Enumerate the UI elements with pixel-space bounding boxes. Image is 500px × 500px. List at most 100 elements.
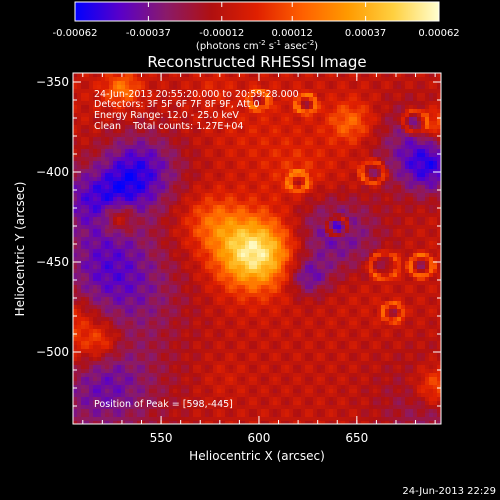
heatmap-cell: [101, 129, 105, 133]
heatmap-cell: [85, 253, 89, 257]
heatmap-cell: [233, 241, 237, 245]
heatmap-cell: [433, 217, 437, 221]
heatmap-cell: [401, 125, 405, 129]
heatmap-cell: [105, 229, 109, 233]
heatmap-cell: [193, 165, 197, 169]
heatmap-cell: [93, 213, 97, 217]
heatmap-cell: [141, 117, 145, 121]
heatmap-cell: [125, 201, 129, 205]
heatmap-cell: [289, 221, 293, 225]
heatmap-cell: [297, 105, 301, 109]
heatmap-cell: [117, 169, 121, 173]
heatmap-cell: [429, 201, 433, 205]
heatmap-cell: [197, 233, 201, 237]
heatmap-cell: [185, 253, 189, 257]
heatmap-cell: [113, 85, 117, 89]
heatmap-cell: [357, 133, 361, 137]
heatmap-cell: [253, 237, 257, 241]
heatmap-cell: [285, 77, 289, 81]
heatmap-cell: [129, 185, 133, 189]
heatmap-cell: [241, 217, 245, 221]
heatmap-cell: [385, 217, 389, 221]
heatmap-cell: [353, 161, 357, 165]
heatmap-cell: [177, 277, 181, 281]
heatmap-cell: [361, 97, 365, 101]
heatmap-cell: [237, 125, 241, 129]
heatmap-cell: [301, 121, 305, 125]
heatmap-cell: [321, 85, 325, 89]
heatmap-cell: [209, 121, 213, 125]
heatmap-cell: [161, 233, 165, 237]
heatmap-cell: [109, 157, 113, 161]
heatmap-cell: [341, 121, 345, 125]
heatmap-cell: [249, 209, 253, 213]
heatmap-cell: [377, 181, 381, 185]
heatmap-cell: [157, 197, 161, 201]
heatmap-cell: [361, 121, 365, 125]
heatmap-cell: [193, 129, 197, 133]
heatmap-cell: [133, 73, 137, 77]
heatmap-cell: [305, 249, 309, 253]
heatmap-cell: [173, 229, 177, 233]
heatmap-cell: [105, 185, 109, 189]
heatmap-cell: [305, 265, 309, 269]
heatmap-cell: [313, 81, 317, 85]
heatmap-cell: [101, 117, 105, 121]
heatmap-cell: [241, 109, 245, 113]
heatmap-cell: [157, 153, 161, 157]
heatmap-cell: [121, 105, 125, 109]
heatmap-cell: [137, 269, 141, 273]
heatmap-cell: [89, 221, 93, 225]
heatmap-cell: [133, 153, 137, 157]
heatmap-cell: [81, 101, 85, 105]
heatmap-cell: [205, 113, 209, 117]
heatmap-cell: [205, 145, 209, 149]
heatmap-cell: [113, 169, 117, 173]
heatmap-cell: [89, 93, 93, 97]
heatmap-cell: [277, 217, 281, 221]
heatmap-cell: [145, 165, 149, 169]
heatmap-cell: [113, 73, 117, 77]
heatmap-cell: [209, 109, 213, 113]
heatmap-cell: [149, 177, 153, 181]
heatmap-cell: [357, 185, 361, 189]
heatmap-cell: [117, 145, 121, 149]
heatmap-cell: [201, 257, 205, 261]
heatmap-cell: [145, 177, 149, 181]
heatmap-cell: [133, 157, 137, 161]
heatmap-cell: [269, 173, 273, 177]
heatmap-cell: [225, 277, 229, 281]
heatmap-cell: [165, 81, 169, 85]
heatmap-cell: [357, 125, 361, 129]
heatmap-cell: [369, 269, 373, 273]
heatmap-cell: [81, 213, 85, 217]
heatmap-cell: [345, 237, 349, 241]
heatmap-cell: [201, 229, 205, 233]
heatmap-cell: [361, 221, 365, 225]
heatmap-cell: [333, 213, 337, 217]
heatmap-cell: [109, 173, 113, 177]
heatmap-cell: [153, 149, 157, 153]
heatmap-cell: [85, 101, 89, 105]
heatmap-cell: [293, 149, 297, 153]
heatmap-cell: [433, 85, 437, 89]
heatmap-cell: [297, 161, 301, 165]
heatmap-cell: [177, 217, 181, 221]
heatmap-cell: [385, 133, 389, 137]
heatmap-cell: [253, 249, 257, 253]
heatmap-cell: [437, 209, 441, 213]
heatmap-cell: [381, 161, 385, 165]
heatmap-cell: [421, 109, 425, 113]
heatmap-cell: [177, 205, 181, 209]
heatmap-cell: [273, 193, 277, 197]
heatmap-cell: [141, 149, 145, 153]
heatmap-cell: [141, 161, 145, 165]
heatmap-cell: [381, 245, 385, 249]
heatmap-cell: [213, 165, 217, 169]
heatmap-cell: [161, 253, 165, 257]
heatmap-cell: [369, 133, 373, 137]
heatmap-cell: [365, 141, 369, 145]
heatmap-cell: [261, 193, 265, 197]
heatmap-cell: [149, 73, 153, 77]
heatmap-cell: [157, 89, 161, 93]
